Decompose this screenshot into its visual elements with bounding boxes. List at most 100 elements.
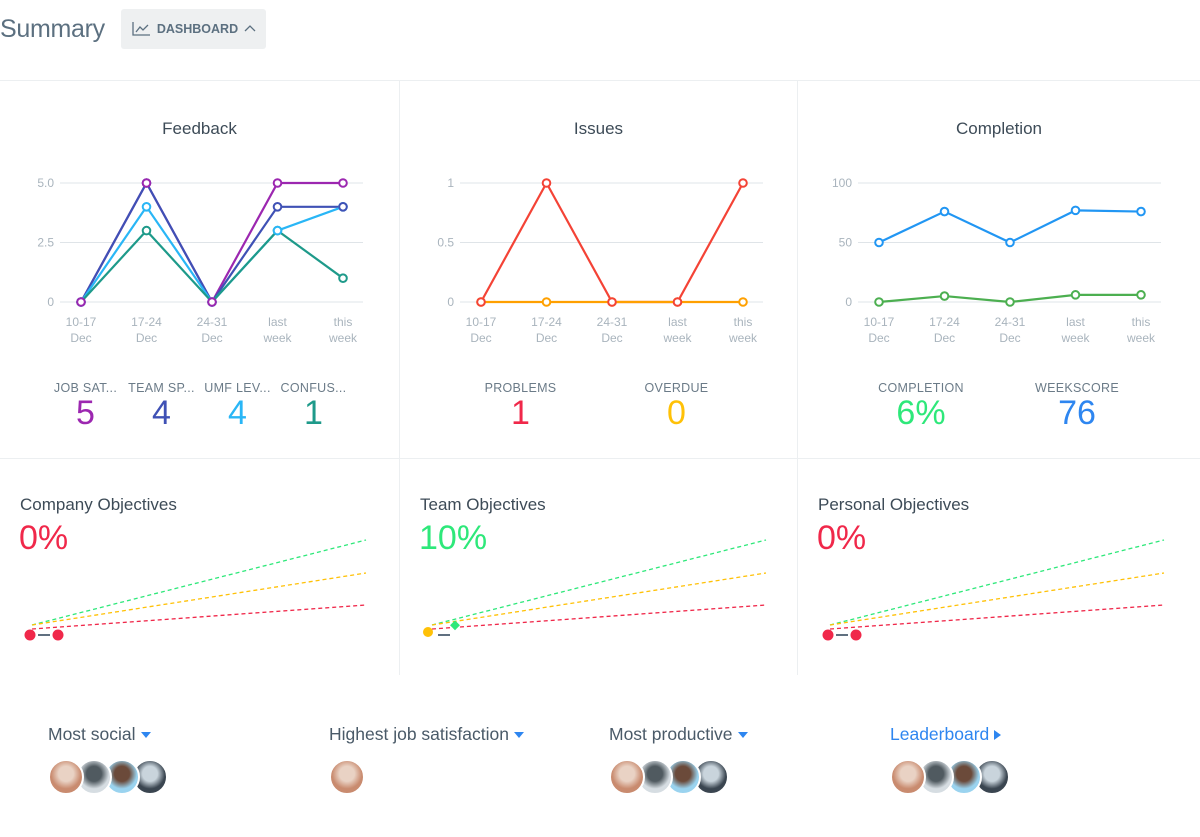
dashboard-label: DASHBOARD <box>156 22 239 36</box>
stat-weekscore: WEEKSCORE 76 <box>999 381 1155 431</box>
group-dropdown[interactable]: Highest job satisfaction <box>329 724 525 745</box>
stat-label: OVERDUE <box>644 381 709 395</box>
leaderboard-link[interactable]: Leaderboard <box>890 724 1002 745</box>
start-point <box>24 629 36 641</box>
dashboard-dropdown[interactable]: DASHBOARD <box>120 9 267 49</box>
data-point <box>1070 290 1081 300</box>
avatar-list <box>48 759 168 795</box>
stat-value: 4 <box>228 394 247 432</box>
data-point <box>1136 206 1146 217</box>
target-trend-line <box>829 539 1165 626</box>
group-label: Most productive <box>609 724 733 744</box>
header: Summary DASHBOARD <box>0 8 267 50</box>
company-objectives-panel[interactable]: Company Objectives 0% <box>0 459 400 675</box>
x-tick-label: 24-31 <box>995 315 1026 329</box>
data-point <box>541 178 552 188</box>
panel-title: Completion <box>956 119 1042 138</box>
x-tick-label: 24-31 <box>597 315 628 329</box>
x-tick-label: week <box>328 331 358 345</box>
stat-value: 76 <box>1058 394 1096 432</box>
y-tick-label: 5.0 <box>37 176 54 190</box>
line-chart-icon <box>132 22 150 36</box>
stat-label: PROBLEMS <box>484 381 557 395</box>
start-point <box>822 629 834 641</box>
x-tick-label: this <box>734 315 753 329</box>
stat-value: 1 <box>304 394 323 432</box>
data-point <box>874 297 884 307</box>
target-trend-line <box>431 539 767 626</box>
group-leaderboard: Leaderboard <box>890 724 1010 795</box>
target-trend-line <box>431 572 767 626</box>
x-tick-label: 24-31 <box>197 315 228 329</box>
caret-down-icon <box>737 731 748 738</box>
issues-stats: PROBLEMS 1 OVERDUE 0 <box>400 381 797 431</box>
team-objectives-panel[interactable]: Team Objectives 10% <box>400 459 798 675</box>
stat-completion: COMPLETION 6% <box>843 381 999 431</box>
dashboard-grid: Feedback 0 2.5 5.0 10-17 Dec 17-24 Dec 24-31 Dec… <box>0 80 1200 675</box>
current-point <box>52 629 64 641</box>
feedback-stats: JOB SAT... 5 TEAM SP... 4 UMF LEV... 4 CONFUS.… <box>0 381 399 431</box>
avatar-list <box>609 759 749 795</box>
data-point <box>76 297 86 307</box>
stat-team-sp-: TEAM SP... 4 <box>124 381 200 431</box>
stat-overdue: OVERDUE 0 <box>599 381 755 431</box>
data-point <box>1070 205 1081 216</box>
objectives-trend-chart <box>423 539 767 637</box>
group-most-social: Most social <box>48 724 168 795</box>
series-line <box>80 204 344 304</box>
panel-title: Issues <box>573 119 624 138</box>
objectives-trend-chart <box>24 539 367 641</box>
y-tick-label: 100 <box>832 176 852 190</box>
personal-objectives-panel[interactable]: Personal Objectives 0% <box>798 459 1200 675</box>
data-point <box>541 297 552 307</box>
stat-umf-lev-: UMF LEV... 4 <box>200 381 276 431</box>
x-tick-label: this <box>1132 315 1151 329</box>
objectives-title: Company Objectives <box>20 495 177 514</box>
avatar[interactable] <box>974 759 1010 795</box>
objectives-percent: 10% <box>419 519 488 557</box>
x-tick-label: week <box>662 331 692 345</box>
stat-value: 5 <box>76 394 95 432</box>
current-point <box>850 629 862 641</box>
stat-label: COMPLETION <box>878 381 964 395</box>
x-tick-label: 10-17 <box>466 315 497 329</box>
data-point <box>141 178 152 188</box>
data-point <box>338 202 348 212</box>
group-dropdown[interactable]: Most social <box>48 724 160 745</box>
x-tick-label: 10-17 <box>864 315 895 329</box>
data-point <box>141 225 152 236</box>
data-point <box>1136 290 1146 300</box>
avatar[interactable] <box>890 759 926 795</box>
stat-confus-: CONFUS... 1 <box>276 381 352 431</box>
data-point <box>338 273 348 283</box>
issues-chart: 0 0.5 1 10-17 Dec 17-24 Dec 24-31 Dec last week thi… <box>437 176 763 345</box>
x-tick-label: 17-24 <box>531 315 562 329</box>
group-label: Leaderboard <box>890 724 990 744</box>
caret-down-icon <box>513 731 524 738</box>
stat-job-sat-: JOB SAT... 5 <box>48 381 124 431</box>
avatar[interactable] <box>48 759 84 795</box>
x-tick-label: 17-24 <box>131 315 162 329</box>
x-tick-label: Dec <box>601 331 622 345</box>
data-point <box>939 291 950 301</box>
group-highest-job-satisfaction: Highest job satisfaction <box>329 724 525 795</box>
target-trend-line <box>31 539 367 626</box>
avatar-list <box>890 759 1010 795</box>
x-tick-label: Dec <box>201 331 222 345</box>
page-title: Summary <box>0 14 105 43</box>
objectives-percent: 0% <box>817 519 867 557</box>
data-point <box>476 297 486 307</box>
stat-value: 0 <box>667 394 686 432</box>
avatar[interactable] <box>329 759 365 795</box>
data-point <box>672 297 683 307</box>
start-point <box>423 627 433 637</box>
stat-label: JOB SAT... <box>53 381 118 395</box>
objectives-title: Team Objectives <box>420 495 546 514</box>
y-tick-label: 50 <box>839 236 853 250</box>
avatar[interactable] <box>609 759 645 795</box>
group-dropdown[interactable]: Most productive <box>609 724 749 745</box>
stat-value: 4 <box>152 394 171 432</box>
group-label: Most social <box>48 724 136 744</box>
data-point <box>874 237 884 248</box>
x-tick-label: week <box>262 331 292 345</box>
